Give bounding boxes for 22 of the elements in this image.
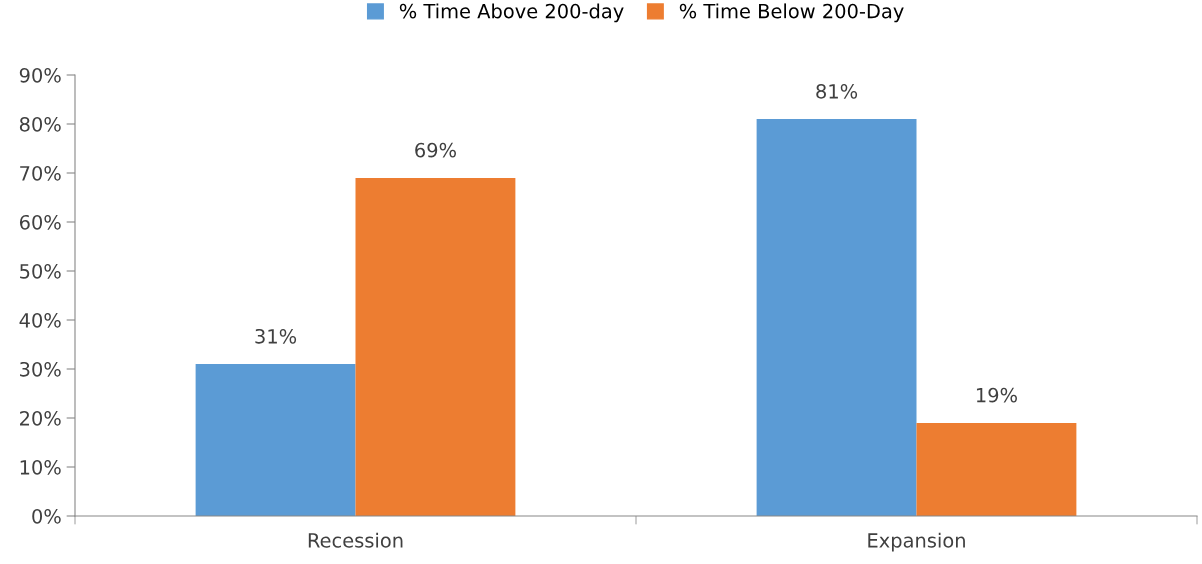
legend-label: % Time Below 200-Day (679, 3, 904, 23)
y-tick-label: 0% (32, 508, 61, 524)
y-tick-label: 50% (20, 263, 61, 279)
bar (355, 177, 516, 516)
y-tick-label: 10% (20, 459, 61, 475)
legend-label: % Time Above 200-day (399, 3, 624, 23)
y-tick-label: 30% (20, 361, 61, 377)
bar (916, 422, 1077, 516)
x-tick-label: Expansion (868, 532, 965, 552)
x-tick-label: Recession (308, 532, 403, 548)
y-tick-label: 90% (19, 67, 61, 83)
bar (756, 119, 917, 516)
y-tick-label: 20% (20, 410, 61, 426)
data-label: 31% (255, 328, 297, 344)
data-label: 69% (415, 142, 456, 158)
bar (195, 364, 356, 516)
y-tick-label: 40% (19, 312, 61, 328)
y-tick-label: 60% (19, 214, 61, 230)
y-tick-label: 70% (20, 165, 61, 181)
data-label: 19% (976, 387, 1017, 403)
y-tick-label: 80% (19, 116, 61, 132)
data-label: 81% (816, 83, 858, 99)
